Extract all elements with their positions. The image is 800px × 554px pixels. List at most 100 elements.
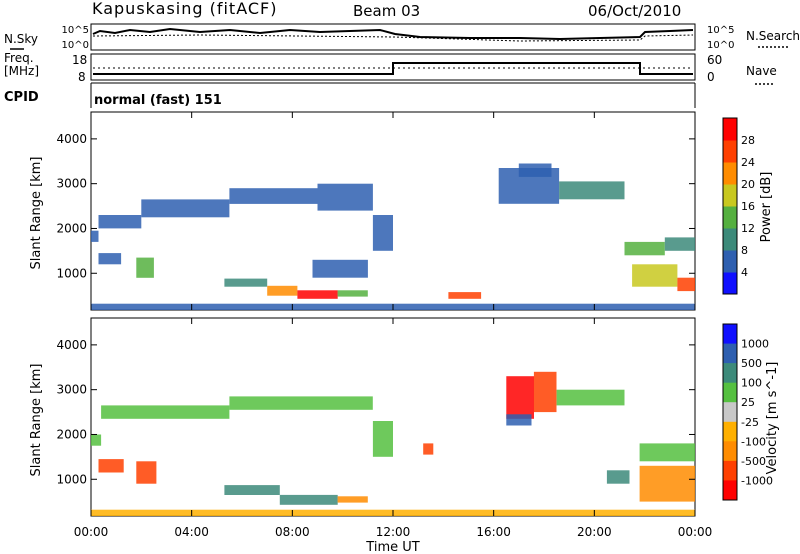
velocity-xlabel: Time UT — [365, 540, 419, 554]
heatmap-region-19 — [632, 264, 678, 287]
heatmap-region-12 — [506, 414, 532, 426]
velocity-xticks: 00:00 04:00 08:00 12:00 16:00 20:00 00:00 — [74, 112, 713, 539]
colorbar-swatch — [723, 250, 737, 273]
noise-left-tick-top: 10^5 — [62, 25, 89, 36]
heatmap-region-14 — [606, 470, 630, 484]
freq-right-tick-top: 60 — [707, 53, 722, 67]
colorbar-tick-label: -500 — [741, 455, 766, 468]
heatmap-region-15 — [639, 443, 695, 462]
heatmap-region-7 — [279, 494, 338, 505]
heatmap-region-4 — [98, 459, 124, 473]
x-tick-label: 08:00 — [275, 525, 310, 539]
velocity-heatmap: 1000 2000 3000 4000 00:00 04:00 08:00 12:00 16:… — [29, 112, 780, 554]
x-tick-label: 00:00 — [678, 525, 713, 539]
heatmap-region-11 — [337, 290, 368, 297]
y-tick-label: 1000 — [56, 472, 87, 486]
velocity-yticks: 1000 2000 3000 4000 — [56, 338, 695, 486]
y-tick-label: 4000 — [56, 132, 87, 146]
heatmap-region-13 — [423, 443, 434, 455]
colorbar-tick-label: -1000 — [741, 474, 773, 487]
colorbar-tick-label: 28 — [741, 134, 755, 147]
colorbar-swatch — [723, 206, 737, 229]
heatmap-region-12 — [312, 259, 368, 278]
heatmap-region-5 — [372, 215, 393, 251]
noise-right-label: N.Search — [746, 29, 800, 43]
freq-label-line2: [MHz] — [4, 64, 39, 78]
colorbar-tick-label: 20 — [741, 178, 755, 191]
noise-right-tick-top: 10^5 — [707, 25, 734, 36]
heatmap-region-8 — [337, 496, 368, 503]
colorbar-tick-label: 25 — [741, 396, 755, 409]
colorbar-swatch — [723, 441, 737, 462]
heatmap-region-7 — [136, 257, 154, 278]
freq-right-tick-bottom: 0 — [707, 70, 715, 84]
power-heatmap: 1000 2000 3000 4000 Slant Range [km] 4 8 12 16… — [29, 111, 774, 311]
colorbar-swatch — [723, 343, 737, 364]
freq-left-tick-bottom: 8 — [78, 70, 86, 84]
heatmap-region-10 — [297, 290, 338, 299]
y-tick-label: 4000 — [56, 338, 87, 352]
freq-left-tick-top: 18 — [72, 53, 87, 67]
heatmap-region-9 — [267, 285, 298, 296]
heatmap-region-8 — [224, 278, 268, 287]
colorbar-tick-label: 1000 — [741, 338, 769, 351]
heatmap-region-18 — [664, 237, 695, 251]
heatmap-region-9 — [506, 376, 534, 419]
noise-left-label: N.Sky — [4, 32, 38, 46]
colorbar-swatch — [723, 421, 737, 442]
noise-left-tick-bottom: 10^0 — [62, 40, 89, 51]
x-tick-label: 16:00 — [476, 525, 511, 539]
nave-label: Nave — [746, 64, 777, 78]
heatmap-region-11 — [556, 389, 625, 406]
heatmap-region-3 — [229, 188, 318, 204]
colorbar-swatch — [723, 162, 737, 185]
x-tick-label: 00:00 — [74, 525, 109, 539]
cpid-label: CPID — [4, 90, 39, 105]
date-title: 06/Oct/2010 — [588, 2, 681, 20]
colorbar-tick-label: 24 — [741, 156, 755, 169]
colorbar-swatch — [723, 140, 737, 163]
heatmap-region-0 — [91, 434, 102, 446]
colorbar-swatch — [723, 118, 737, 141]
beam-title: Beam 03 — [353, 2, 420, 20]
heatmap-region-6 — [224, 485, 280, 495]
velocity-colorbar: 1000 500 100 25 -25 -100 -500 -1000 — [722, 323, 773, 501]
heatmap-region-5 — [136, 461, 157, 484]
colorbar-tick-label: 500 — [741, 357, 762, 370]
y-tick-label: 2000 — [56, 221, 87, 235]
heatmap-region-16 — [518, 163, 552, 177]
colorbar-swatch — [723, 382, 737, 403]
colorbar-swatch — [723, 460, 737, 481]
site-title: Kapuskasing (fitACF) — [92, 0, 277, 18]
heatmap-region-1 — [98, 215, 142, 229]
colorbar-swatch — [723, 272, 737, 295]
colorbar-swatch — [723, 480, 737, 501]
heatmap-region-20 — [677, 277, 695, 292]
freq-label-line1: Freq. — [4, 51, 34, 65]
heatmap-region-4 — [317, 183, 373, 211]
colorbar-tick-label: 16 — [741, 200, 755, 213]
colorbar-tick-label: 4 — [741, 266, 748, 279]
heatmap-region-17 — [624, 241, 665, 256]
freq-panel — [90, 53, 696, 81]
noise-panel — [90, 23, 696, 51]
x-tick-label: 04:00 — [174, 525, 209, 539]
freq-trace — [93, 62, 693, 75]
colorbar-swatch — [723, 363, 737, 384]
y-tick-label: 1000 — [56, 266, 87, 280]
colorbar-frame — [722, 323, 738, 501]
colorbar-swatch — [723, 184, 737, 207]
y-tick-label: 2000 — [56, 427, 87, 441]
heatmap-region-15 — [559, 181, 625, 200]
colorbar-swatch — [723, 228, 737, 251]
colorbar-tick-label: 100 — [741, 377, 762, 390]
colorbar-swatch — [723, 402, 737, 423]
x-tick-label: 20:00 — [577, 525, 612, 539]
colorbar-frame — [722, 117, 738, 295]
colorbar-tick-label: 12 — [741, 222, 755, 235]
noise-search-trace — [92, 34, 694, 42]
y-tick-label: 3000 — [56, 383, 87, 397]
x-tick-label: 12:00 — [376, 525, 411, 539]
colorbar-swatch — [723, 324, 737, 345]
colorbar-tick-label: -100 — [741, 435, 766, 448]
